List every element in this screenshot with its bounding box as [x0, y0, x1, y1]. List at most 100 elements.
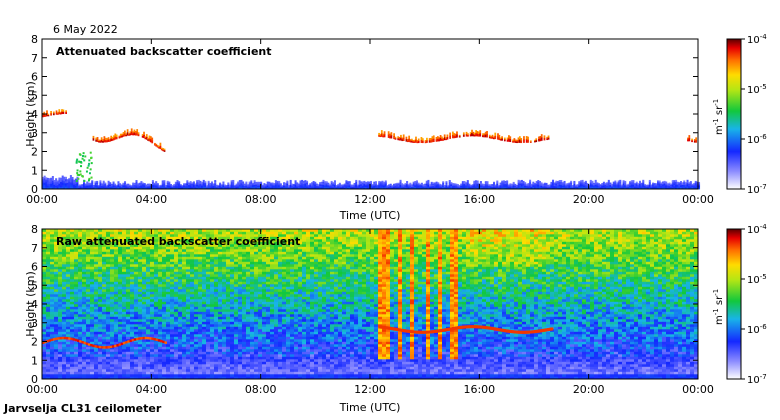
heatmap-cell: [50, 183, 53, 186]
heatmap-cell: [54, 361, 59, 365]
heatmap-cell: [102, 354, 107, 357]
heatmap-cell: [174, 346, 179, 350]
heatmap-cell: [409, 140, 412, 143]
heatmap-cell: [79, 160, 82, 163]
heatmap-cell: [173, 184, 176, 186]
heatmap-cell: [422, 185, 425, 187]
heatmap-cell: [174, 351, 179, 355]
heatmap-cell: [502, 183, 505, 186]
heatmap-cell: [86, 369, 91, 372]
heatmap-cell: [118, 324, 123, 327]
heatmap-cell: [94, 366, 99, 370]
heatmap-cell: [163, 150, 166, 152]
heatmap-cell: [363, 180, 366, 183]
heatmap-cell: [481, 185, 484, 187]
heatmap-cell: [94, 326, 99, 330]
heatmap-cell: [501, 186, 504, 189]
heatmap-cell: [514, 141, 517, 143]
heatmap-cell: [138, 231, 143, 235]
heatmap-cell: [150, 324, 155, 327]
heatmap-cell: [174, 251, 179, 255]
heatmap-cell: [304, 181, 307, 184]
heatmap-cell: [210, 185, 213, 187]
heatmap-cell: [140, 186, 143, 189]
heatmap-cell: [135, 186, 138, 188]
heatmap-cell: [50, 376, 55, 380]
heatmap-cell: [652, 185, 655, 188]
heatmap-cell: [571, 186, 574, 188]
heatmap-cell: [42, 231, 47, 235]
heatmap-cell: [228, 187, 231, 189]
heatmap-cell: [122, 183, 125, 186]
heatmap-cell: [158, 316, 163, 320]
heatmap-cell: [507, 185, 510, 188]
heatmap-cell: [117, 182, 120, 185]
heatmap-cell: [54, 264, 59, 267]
heatmap-cell: [635, 185, 638, 187]
heatmap-cell: [78, 356, 83, 360]
heatmap-cell: [73, 185, 76, 188]
heatmap-cell: [69, 177, 72, 181]
heatmap-cell: [158, 186, 161, 188]
heatmap-cell: [178, 241, 183, 245]
heatmap-cell: [46, 371, 51, 375]
heatmap-cell: [471, 132, 473, 137]
heatmap-cell: [54, 346, 59, 350]
heatmap-cell: [102, 324, 107, 327]
heatmap-cell: [332, 186, 335, 189]
heatmap-cell: [522, 182, 525, 185]
heatmap-cell: [106, 354, 111, 357]
heatmap-cell: [440, 184, 443, 186]
heatmap-cell: [214, 181, 217, 184]
heatmap-cell: [118, 135, 121, 138]
heatmap-cell: [138, 291, 143, 295]
heatmap-cell: [90, 371, 95, 375]
heatmap-cell: [104, 137, 107, 141]
heatmap-cell: [166, 241, 171, 245]
heatmap-cell: [78, 276, 83, 280]
heatmap-cell: [447, 185, 450, 187]
heatmap-cell: [483, 185, 486, 187]
heatmap-cell: [114, 309, 119, 312]
heatmap-cell: [324, 181, 327, 183]
heatmap-cell: [114, 183, 117, 185]
heatmap-cell: [640, 185, 643, 188]
heatmap-cell: [122, 354, 127, 357]
heatmap-cell: [110, 334, 115, 337]
heatmap-cell: [106, 251, 111, 255]
heatmap-cell: [170, 364, 175, 367]
heatmap-cell: [333, 180, 336, 183]
heatmap-cell: [50, 286, 55, 290]
heatmap-cell: [154, 249, 159, 252]
heatmap-cell: [62, 319, 67, 322]
heatmap-cell: [317, 187, 320, 189]
heatmap-cell: [469, 134, 472, 137]
heatmap-cell: [94, 329, 99, 332]
heatmap-cell: [106, 289, 111, 292]
heatmap-cell: [443, 185, 446, 187]
heatmap-cell: [46, 336, 51, 340]
heatmap-cell: [525, 184, 528, 186]
heatmap-cell: [122, 264, 127, 267]
heatmap-cell: [92, 187, 95, 189]
heatmap-cell: [50, 249, 55, 252]
heatmap-cell: [545, 184, 548, 187]
heatmap-cell: [547, 187, 550, 189]
heatmap-cell: [108, 138, 111, 141]
heatmap-cell: [150, 229, 155, 232]
heatmap-cell: [86, 326, 91, 330]
heatmap-cell: [409, 184, 412, 187]
heatmap-cell: [86, 301, 91, 305]
heatmap-cell: [62, 314, 67, 317]
heatmap-cell: [155, 181, 158, 183]
heatmap-cell: [691, 183, 694, 186]
heatmap-cell: [594, 182, 597, 185]
heatmap-cell: [310, 182, 313, 184]
heatmap-cell: [465, 131, 468, 135]
heatmap-cell: [348, 183, 351, 186]
heatmap-cell: [126, 246, 131, 250]
heatmap-cell: [154, 306, 159, 310]
heatmap-cell: [693, 140, 696, 143]
heatmap-cell: [388, 186, 391, 188]
heatmap-cell: [170, 246, 175, 250]
